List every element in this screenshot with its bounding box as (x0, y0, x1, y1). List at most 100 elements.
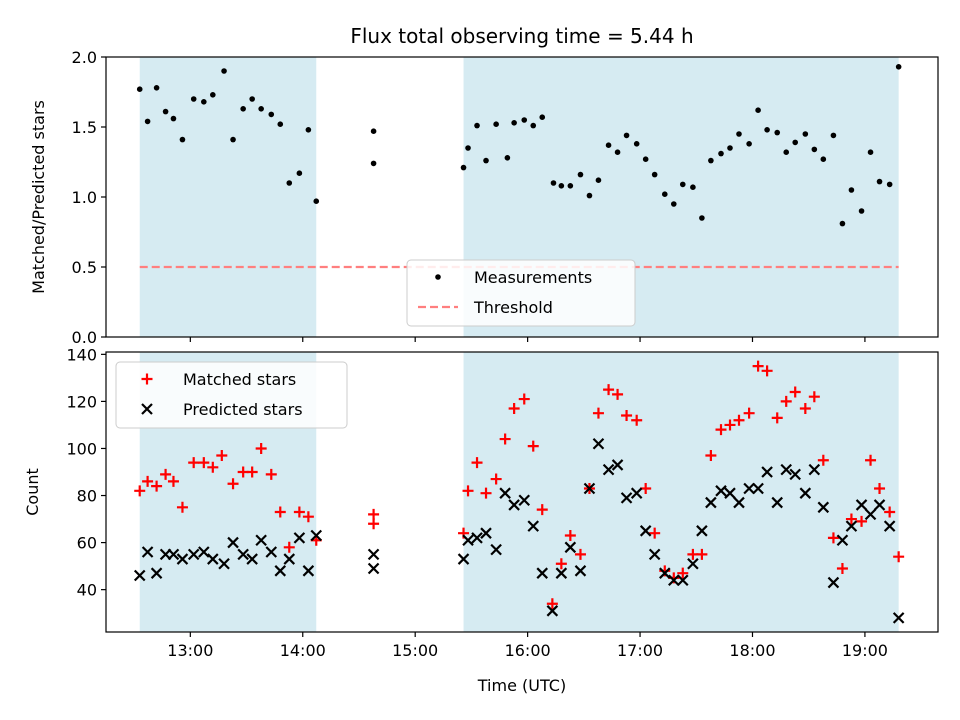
count-y-tick-label: 40 (77, 581, 97, 600)
predicted-star-point (752, 482, 764, 495)
matched-star-point (508, 402, 520, 414)
predicted-star-point (892, 612, 905, 624)
measurement-point (764, 127, 770, 133)
count-plot-area (133, 360, 905, 624)
measurement-point (249, 96, 255, 102)
measurement-point (876, 178, 883, 185)
measurement-point (221, 68, 227, 74)
matched-star-point (167, 475, 179, 487)
measurement-point (493, 121, 499, 127)
matched-star-point (752, 360, 764, 372)
predicted-star-point (855, 499, 868, 511)
matched-star-point (246, 466, 258, 478)
matched-star-point (771, 412, 783, 424)
matched-star-point (527, 440, 539, 452)
measurement-point (170, 115, 177, 122)
matched-star-point (518, 393, 530, 405)
predicted-star-point (705, 496, 717, 509)
predicted-star-point (845, 520, 858, 532)
predicted-star-point (546, 605, 559, 617)
matched-star-point (621, 410, 633, 422)
measurement-point (136, 86, 143, 92)
matched-star-point (151, 480, 163, 492)
ratio-y-tick-label: 2.0 (72, 48, 97, 67)
measurement-point (642, 156, 649, 162)
legend-threshold-label: Threshold (473, 298, 553, 317)
measurement-point (539, 114, 546, 120)
matched-star-point (856, 515, 868, 527)
matched-star-point (207, 461, 219, 473)
ratio-legend-box (406, 259, 636, 327)
matched-star-point (836, 562, 848, 574)
matched-star-point (733, 414, 745, 426)
measurement-point (718, 150, 724, 157)
matched-star-point (574, 548, 586, 560)
measurement-point (474, 122, 480, 129)
matched-star-point (592, 407, 604, 419)
matched-star-point (216, 450, 228, 462)
measurement-point (144, 118, 151, 125)
predicted-star-point (592, 437, 605, 450)
measurement-point (370, 160, 377, 167)
measurement-point (240, 106, 246, 112)
matched-star-point (499, 433, 511, 445)
measurement-point (708, 157, 714, 164)
ratio-y-tick-label: 1.5 (72, 118, 97, 137)
x-axis-label: Time (UTC) (477, 676, 566, 695)
matched-star-point (817, 454, 829, 466)
predicted-star-point (490, 543, 502, 556)
matched-star-point (142, 475, 154, 487)
matched-star-point (283, 541, 295, 553)
measurement-point (595, 177, 602, 183)
measurement-point (296, 170, 303, 176)
matched-star-point (696, 548, 708, 560)
measurement-point (286, 180, 293, 186)
predicted-star-point (508, 499, 520, 511)
matched-star-point (227, 478, 239, 490)
matched-star-point (827, 532, 839, 544)
count-panel: 13:00 14:00 15:00 16:00 17:00 18:00 19:00 40 60 8… (23, 345, 939, 660)
predicted-star-point (283, 553, 296, 565)
measurement-point (727, 145, 733, 151)
predicted-star-point (218, 557, 230, 570)
measurement-point (550, 180, 557, 186)
predicted-star-point (696, 525, 708, 537)
matched-star-point (302, 511, 314, 523)
matched-star-point (368, 518, 380, 530)
predicted-star-point (480, 527, 492, 539)
count-legend-box (115, 361, 348, 429)
predicted-star-point (302, 565, 315, 577)
predicted-star-point (176, 553, 189, 565)
measurement-point (483, 157, 489, 164)
predicted-star-point (808, 463, 821, 476)
predicted-star-point (761, 466, 773, 478)
x-tick-label: 17:00 (617, 641, 663, 660)
matched-star-point (884, 506, 896, 518)
predicted-star-point (255, 534, 267, 547)
chart-title: Flux total observing time = 5.44 h (350, 24, 693, 48)
predicted-star-point (733, 496, 745, 509)
predicted-star-point (648, 548, 661, 561)
matched-star-point (546, 598, 558, 610)
measurement-point (179, 136, 186, 143)
measurement-point (201, 99, 207, 105)
x-tick-label: 15:00 (392, 641, 438, 660)
predicted-star-point (471, 532, 483, 544)
measurement-point (313, 198, 320, 204)
count-y-tick-label: 120 (66, 392, 97, 411)
measurement-point (258, 106, 264, 112)
measurement-point (586, 192, 593, 199)
measurement-point (670, 201, 677, 207)
ratio-panel: 0.0 0.5 1.0 1.5 2.0 Matched/Predicted stars Me… (29, 48, 939, 347)
predicted-star-point (836, 534, 849, 547)
x-tick-label: 16:00 (505, 641, 551, 660)
predicted-star-point (167, 548, 180, 561)
predicted-star-point (677, 574, 689, 587)
predicted-star-point (817, 501, 830, 514)
measurement-point (465, 145, 471, 151)
measurement-point (521, 117, 528, 123)
measurement-point (661, 191, 668, 197)
measurement-point (268, 111, 275, 118)
measurement-point (690, 184, 696, 190)
